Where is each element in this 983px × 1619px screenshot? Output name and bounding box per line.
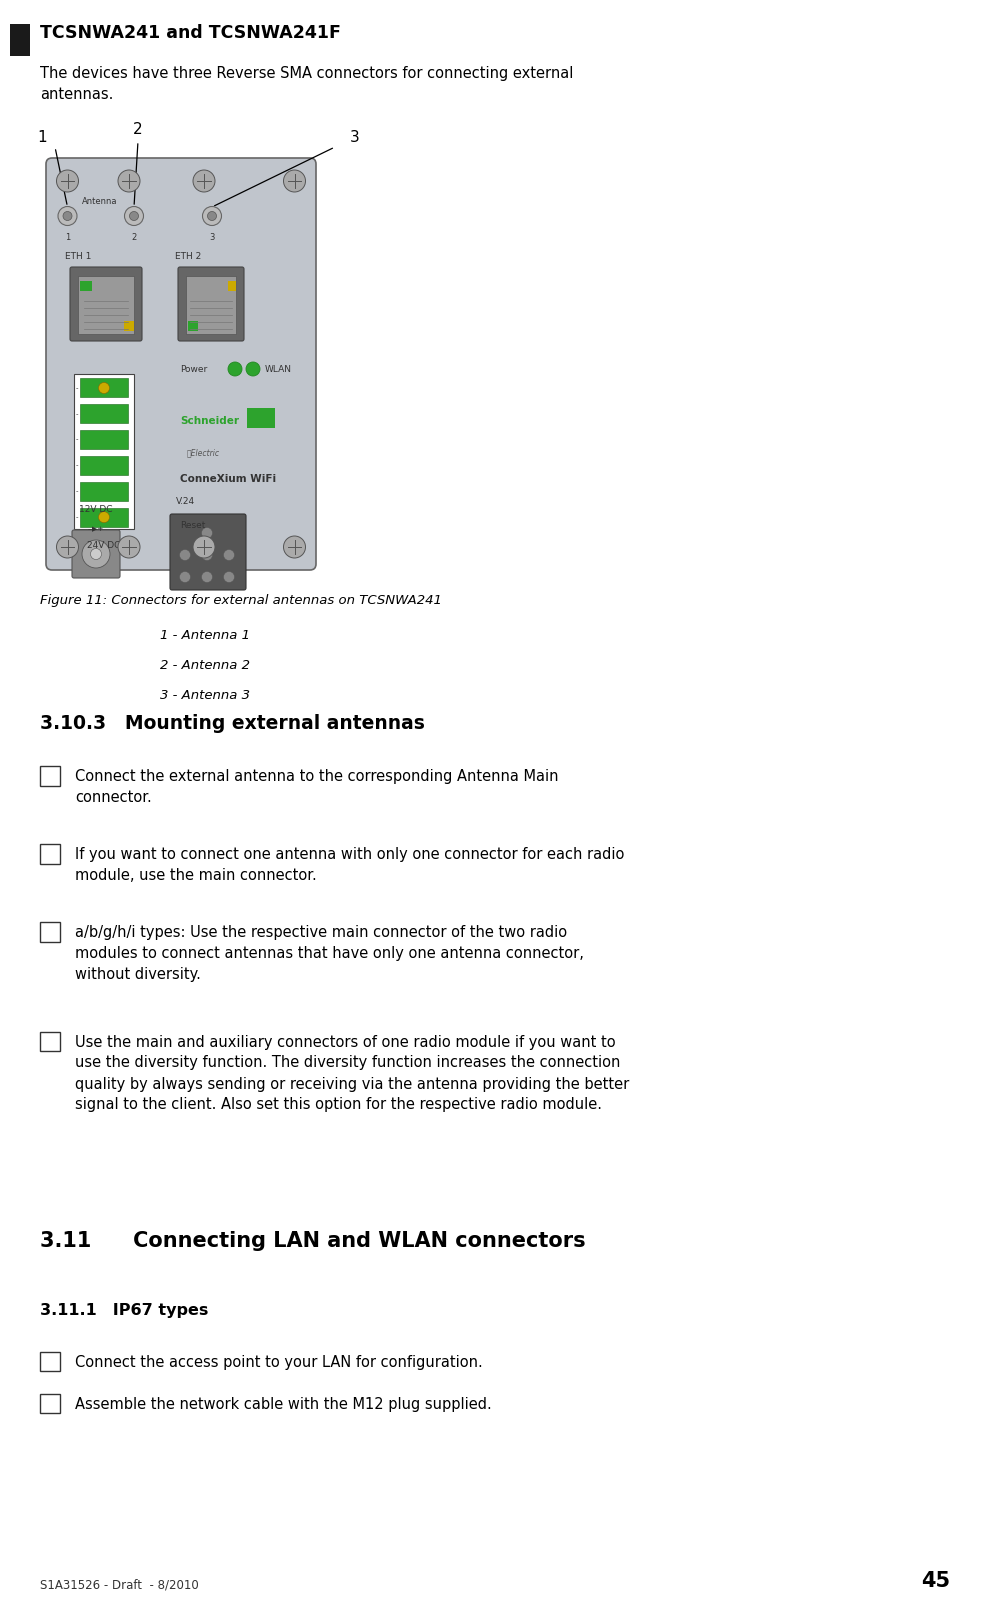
Circle shape bbox=[246, 363, 260, 376]
Text: 3.11  Connecting LAN and WLAN connectors: 3.11 Connecting LAN and WLAN connectors bbox=[40, 1230, 586, 1250]
Text: WLAN: WLAN bbox=[265, 364, 292, 374]
Bar bbox=[188, 321, 198, 330]
Circle shape bbox=[223, 572, 235, 583]
Bar bbox=[40, 923, 60, 942]
Text: --▶+: --▶+ bbox=[87, 526, 104, 533]
Text: -: - bbox=[76, 489, 79, 494]
Circle shape bbox=[125, 207, 144, 225]
Bar bbox=[78, 275, 134, 334]
Text: V.24: V.24 bbox=[176, 497, 195, 507]
Text: 3: 3 bbox=[209, 233, 214, 241]
Text: ⓔElectric: ⓔElectric bbox=[187, 448, 220, 457]
Circle shape bbox=[82, 541, 110, 568]
Text: ConneXium WiFi: ConneXium WiFi bbox=[180, 474, 276, 484]
Text: 3.11.1 IP67 types: 3.11.1 IP67 types bbox=[40, 1303, 208, 1318]
Circle shape bbox=[202, 572, 212, 583]
Circle shape bbox=[130, 212, 139, 220]
Text: Reset: Reset bbox=[180, 521, 205, 531]
Bar bbox=[80, 482, 128, 500]
FancyBboxPatch shape bbox=[170, 513, 246, 589]
Circle shape bbox=[56, 536, 79, 559]
Circle shape bbox=[202, 528, 212, 539]
Text: 2: 2 bbox=[132, 233, 137, 241]
Circle shape bbox=[193, 536, 215, 559]
Text: 1 - Antenna 1: 1 - Antenna 1 bbox=[160, 630, 250, 643]
Text: ETH 1: ETH 1 bbox=[65, 253, 91, 261]
Bar bbox=[40, 1352, 60, 1371]
Text: The devices have three Reverse SMA connectors for connecting external
antennas.: The devices have three Reverse SMA conne… bbox=[40, 66, 573, 102]
Bar bbox=[80, 282, 92, 291]
Circle shape bbox=[180, 572, 191, 583]
Bar bbox=[124, 321, 134, 330]
FancyBboxPatch shape bbox=[70, 267, 142, 342]
Circle shape bbox=[202, 207, 221, 225]
Text: Use the main and auxiliary connectors of one radio module if you want to
use the: Use the main and auxiliary connectors of… bbox=[75, 1035, 629, 1112]
Text: Connect the access point to your LAN for configuration.: Connect the access point to your LAN for… bbox=[75, 1355, 483, 1370]
Bar bbox=[40, 1394, 60, 1413]
Circle shape bbox=[56, 170, 79, 193]
FancyBboxPatch shape bbox=[72, 529, 120, 578]
Text: -: - bbox=[76, 385, 79, 392]
Text: Assemble the network cable with the M12 plug supplied.: Assemble the network cable with the M12 … bbox=[75, 1397, 492, 1412]
Circle shape bbox=[202, 549, 212, 560]
Circle shape bbox=[207, 212, 216, 220]
Text: If you want to connect one antenna with only one connector for each radio
module: If you want to connect one antenna with … bbox=[75, 847, 624, 882]
Text: 2: 2 bbox=[133, 121, 143, 136]
Circle shape bbox=[283, 170, 306, 193]
Text: 1: 1 bbox=[65, 233, 70, 241]
Text: a/b/g/h/i types: Use the respective main connector of the two radio
modules to c: a/b/g/h/i types: Use the respective main… bbox=[75, 924, 584, 983]
Text: 45: 45 bbox=[921, 1570, 950, 1591]
Bar bbox=[40, 1031, 60, 1051]
Bar bbox=[80, 457, 128, 474]
Text: -: - bbox=[76, 437, 79, 442]
Circle shape bbox=[90, 549, 101, 560]
Text: 24V DC: 24V DC bbox=[87, 541, 121, 550]
Text: 2 - Antenna 2: 2 - Antenna 2 bbox=[160, 659, 250, 672]
Bar bbox=[40, 843, 60, 863]
Circle shape bbox=[118, 170, 140, 193]
Circle shape bbox=[63, 212, 72, 220]
FancyBboxPatch shape bbox=[46, 159, 316, 570]
Text: 12V DC: 12V DC bbox=[80, 505, 113, 513]
Bar bbox=[80, 379, 128, 398]
Circle shape bbox=[224, 518, 240, 534]
Circle shape bbox=[98, 512, 109, 523]
Circle shape bbox=[228, 363, 242, 376]
Circle shape bbox=[283, 536, 306, 559]
Text: ETH 2: ETH 2 bbox=[175, 253, 201, 261]
Text: -: - bbox=[76, 463, 79, 468]
Text: Power: Power bbox=[180, 364, 207, 374]
Bar bbox=[40, 766, 60, 785]
Text: -: - bbox=[76, 515, 79, 520]
Circle shape bbox=[180, 549, 191, 560]
Text: Connect the external antenna to the corresponding Antenna Main
connector.: Connect the external antenna to the corr… bbox=[75, 769, 558, 805]
Circle shape bbox=[193, 170, 215, 193]
Circle shape bbox=[118, 536, 140, 559]
Bar bbox=[74, 374, 134, 529]
Bar bbox=[80, 431, 128, 448]
Text: 3.10.3 Mounting external antennas: 3.10.3 Mounting external antennas bbox=[40, 714, 425, 733]
Circle shape bbox=[98, 382, 109, 393]
Text: -: - bbox=[76, 411, 79, 416]
Bar bbox=[80, 508, 128, 526]
Circle shape bbox=[58, 207, 77, 225]
Bar bbox=[186, 275, 236, 334]
Text: Antenna: Antenna bbox=[82, 198, 118, 207]
Text: 1: 1 bbox=[37, 130, 47, 144]
Circle shape bbox=[223, 549, 235, 560]
Text: Schneider: Schneider bbox=[180, 416, 239, 426]
Text: TCSNWA241 and TCSNWA241F: TCSNWA241 and TCSNWA241F bbox=[40, 24, 341, 42]
FancyBboxPatch shape bbox=[178, 267, 244, 342]
Bar bbox=[10, 24, 30, 57]
Text: S1A31526 - Draft  - 8/2010: S1A31526 - Draft - 8/2010 bbox=[40, 1579, 199, 1591]
Text: 3: 3 bbox=[350, 130, 360, 144]
Text: 3 - Antenna 3: 3 - Antenna 3 bbox=[160, 690, 250, 703]
Text: Figure 11: Connectors for external antennas on TCSNWA241: Figure 11: Connectors for external anten… bbox=[40, 594, 442, 607]
Bar bbox=[228, 282, 236, 291]
Bar bbox=[80, 405, 128, 423]
Bar bbox=[247, 408, 275, 427]
